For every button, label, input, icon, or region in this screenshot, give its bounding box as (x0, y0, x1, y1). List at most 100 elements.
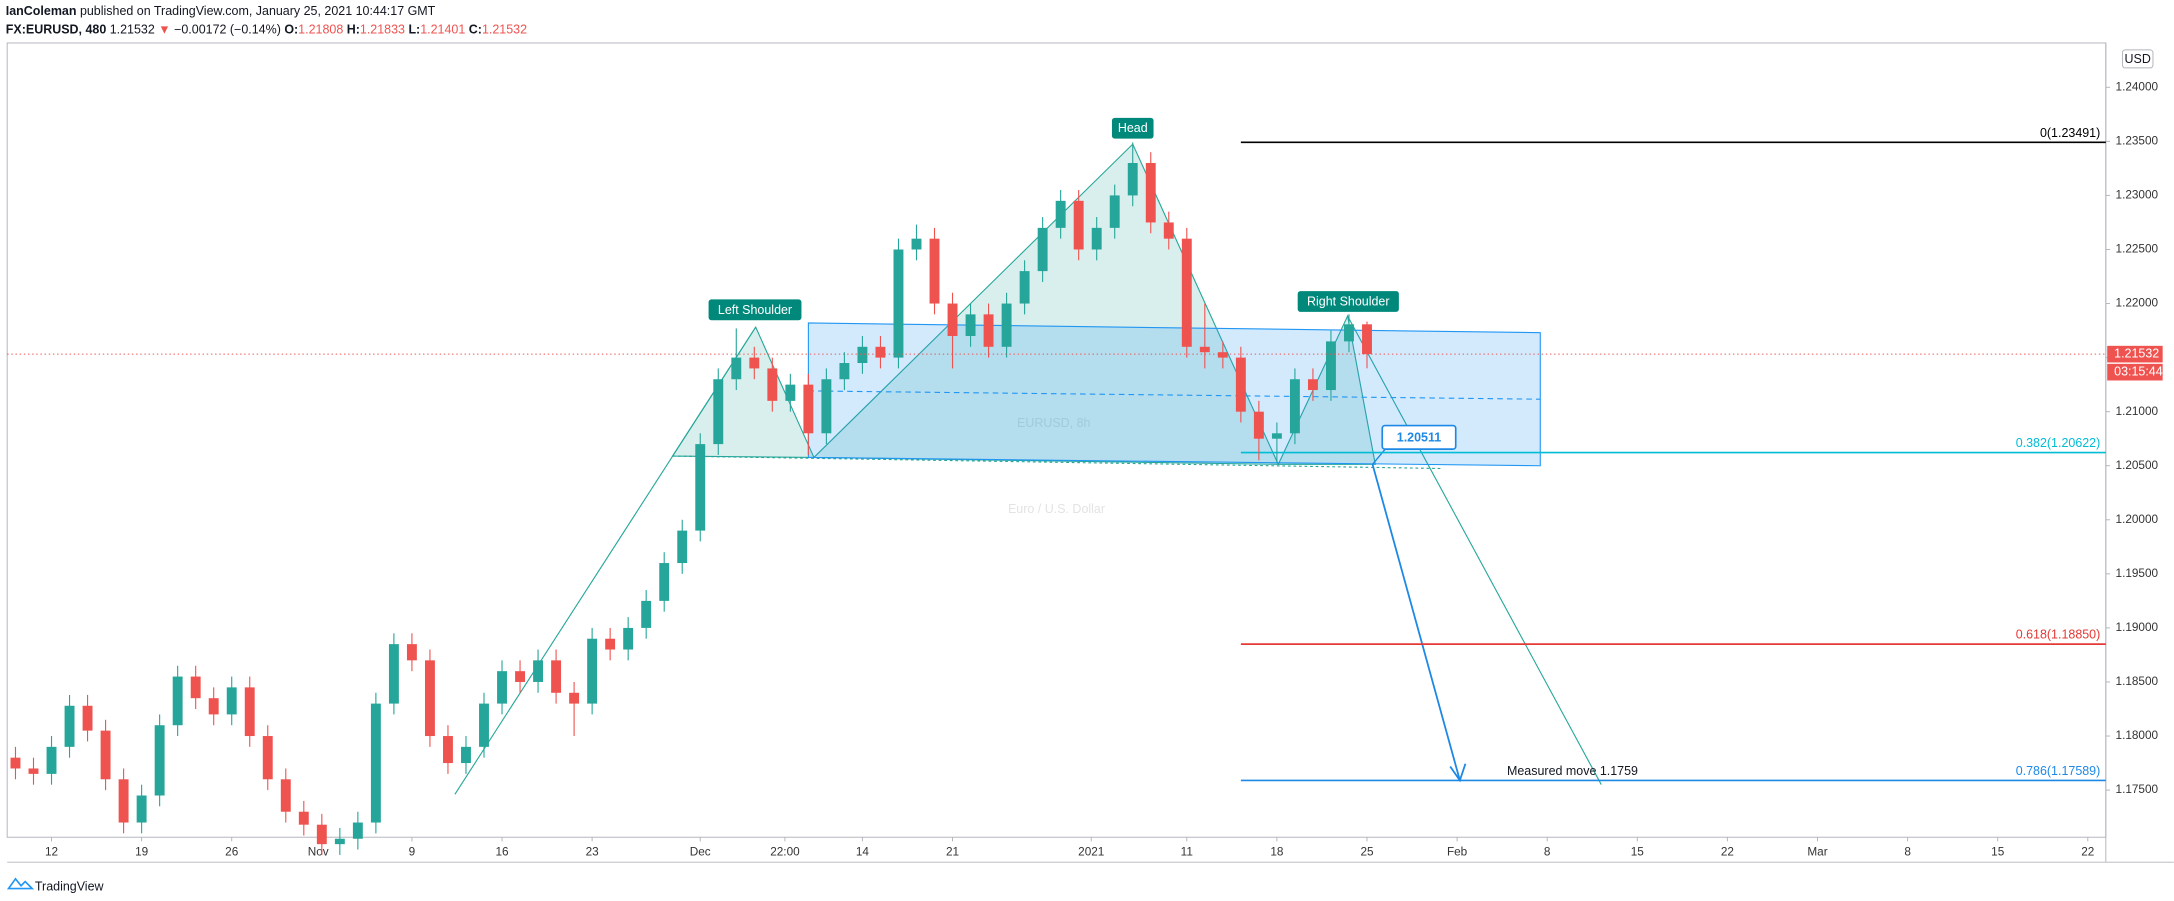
candle-body (641, 600, 652, 628)
x-tick-label: 18 (1270, 846, 1284, 859)
label-box[interactable] (1381, 424, 1457, 450)
candle-body (785, 384, 796, 401)
candle-body (443, 736, 453, 764)
candle-body (226, 687, 237, 715)
change: −0.00172 (−0.14%) (174, 22, 281, 36)
candle-body (569, 692, 580, 704)
fib-label: 0.618(1.18850) (2016, 628, 2101, 642)
x-tick-label: 8 (1544, 846, 1551, 859)
candle-body (1091, 227, 1102, 250)
y-tick-label: 1.24000 (2116, 80, 2159, 93)
candle-body (1127, 162, 1138, 196)
x-tick-label: 22 (1721, 846, 1734, 859)
fib-label: 0.786(1.17589) (2016, 764, 2101, 778)
candle-body (623, 627, 634, 650)
label-box[interactable] (1111, 117, 1154, 139)
pattern-line[interactable] (1347, 315, 1602, 785)
ohlc-value: 1.21833 (360, 22, 405, 36)
candle-body (316, 824, 327, 845)
candle-body (1235, 357, 1246, 412)
candle-body (1307, 379, 1318, 391)
label-box[interactable] (1297, 291, 1399, 312)
candle-body (1217, 352, 1228, 358)
candle-body (659, 563, 670, 601)
candle-body (713, 379, 724, 445)
y-tick-label: 1.22500 (2116, 243, 2159, 256)
ohlc-value: 1.21532 (482, 22, 527, 36)
fib-label: 0.382(1.20622) (2016, 436, 2101, 450)
x-tick-label: 21 (946, 846, 959, 859)
candle-body (515, 671, 525, 682)
y-tick-label: 1.20000 (2116, 513, 2159, 526)
candle-body (605, 638, 616, 650)
pattern-line[interactable] (454, 326, 757, 795)
candle-body (154, 725, 165, 796)
x-tick-label: 9 (409, 846, 416, 859)
candle-body (1055, 200, 1066, 228)
candle-body (1073, 200, 1084, 250)
y-tick-label: 1.17500 (2116, 783, 2159, 796)
head-triangle[interactable] (812, 143, 1280, 465)
x-tick-label: 26 (225, 846, 239, 859)
ohlc-label: C: (469, 22, 482, 36)
published: published on TradingView.com, January 25… (80, 4, 436, 18)
candle-body (983, 314, 994, 347)
candle-body (388, 644, 399, 704)
watermark: EURUSD, 8h (1017, 416, 1091, 430)
candle-body (244, 687, 255, 737)
candle-body (965, 314, 976, 336)
candle-body (352, 822, 363, 839)
head-label: Head (1118, 121, 1148, 135)
x-tick-label: 25 (1360, 846, 1374, 859)
candle-body (262, 736, 273, 780)
x-tick-label: 14 (856, 846, 870, 859)
countdown-tag (2107, 363, 2163, 381)
brand[interactable]: TradingView (35, 879, 105, 893)
measured-move-label: Measured move 1.1759 (1507, 764, 1638, 778)
candle-body (533, 660, 544, 682)
currency-box[interactable] (2121, 49, 2154, 69)
plot: 1.24000 1.23500 1.23000 1.22500 1.22000 1.215… (7, 80, 2159, 859)
last-price-label: 1.21532 (2114, 346, 2159, 360)
label-box[interactable] (708, 299, 802, 321)
currency: USD (2125, 52, 2151, 66)
candle-body (10, 757, 21, 769)
candle-body (587, 638, 598, 704)
ohlc-label: O: (284, 22, 298, 36)
y-tick-label: 1.20500 (2116, 459, 2159, 472)
x-tick-label: Nov (308, 846, 329, 859)
y-tick-label: 1.22000 (2116, 297, 2159, 310)
x-tick-label: 2021 (1078, 846, 1104, 859)
x-tick-label: 11 (1181, 846, 1193, 859)
candle-body (1109, 195, 1120, 228)
ohlc-label: H: (347, 22, 360, 36)
candle-body (46, 746, 57, 774)
symbol: FX:EURUSD, 480 (6, 22, 107, 36)
candle-body (1163, 222, 1174, 239)
x-tick-label: Mar (1807, 846, 1827, 859)
candle-body (1019, 271, 1030, 304)
y-tick-label: 1.18000 (2116, 729, 2159, 742)
price: 1.21532 (110, 22, 155, 36)
neckline[interactable] (672, 455, 1442, 470)
y-tick-label: 1.19000 (2116, 621, 2159, 634)
candle-body (280, 779, 291, 812)
x-tick-label: Feb (1447, 846, 1468, 859)
callout-pointer (1372, 447, 1387, 465)
candle-body (100, 730, 111, 780)
arrow: ▼ (158, 22, 170, 36)
candle-body (1253, 411, 1264, 439)
candle-body (1037, 227, 1048, 272)
brand-logo[interactable] (6, 877, 35, 890)
candle-body (136, 795, 147, 823)
author: IanColeman (6, 4, 77, 18)
candle-body (1199, 346, 1210, 353)
candle-body (893, 249, 904, 358)
measured-move-arrow[interactable] (1371, 464, 1461, 781)
x-tick-label: 23 (586, 846, 600, 859)
candle-body (82, 705, 93, 731)
candle-body (767, 368, 778, 401)
